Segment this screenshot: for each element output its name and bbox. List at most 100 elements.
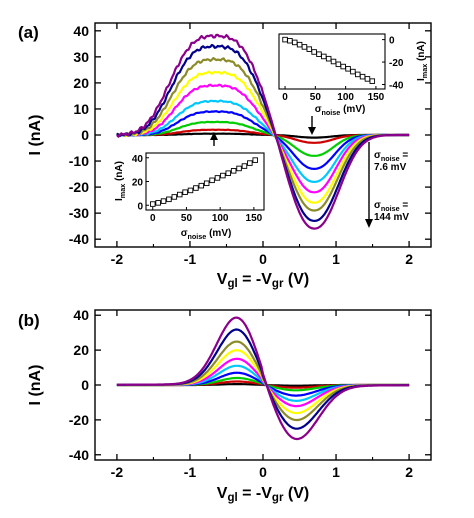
inset-data-point <box>225 170 232 176</box>
x-tick-label: 2 <box>405 251 413 267</box>
inset-data-point <box>364 76 371 82</box>
y-tick-label: -20 <box>69 179 89 195</box>
panel-a-x-axis-label: Vgl = -Vgr (V) <box>217 271 309 290</box>
inset-data-point <box>369 78 376 84</box>
x-tick-label: -2 <box>111 251 124 267</box>
inset-data-point <box>193 185 199 191</box>
series-curve-5 <box>116 99 410 183</box>
inset-bottom-left: 0 50 100 150 40 20 0 σnoise (mV) Imax (nA) <box>114 152 265 241</box>
inset-bottom-left-x-ticks: 0 50 100 150 <box>150 207 263 224</box>
inset-data-point <box>230 168 237 174</box>
arrow-up-head <box>210 132 218 140</box>
series-curve-7 <box>116 349 410 415</box>
inset-data-point <box>287 37 293 44</box>
inset-x-tick-label: 50 <box>310 92 322 103</box>
inset-y-tick-label: 0 <box>137 201 143 212</box>
inset-data-point <box>214 175 221 181</box>
inset-data-point <box>354 71 361 78</box>
panel-a-label: (a) <box>18 23 39 42</box>
panel-a-y-ticks: 40 30 20 10 0 -10 -20 -30 -40 <box>69 23 431 247</box>
annotation-low-noise: σnoise = 7.6 mV <box>374 150 408 173</box>
inset-top-right: 0 50 100 150 0 -20 -40 σnoise (mV) Imax (nA) <box>278 33 429 117</box>
inset-data-point <box>166 196 172 203</box>
inset-data-point <box>296 41 303 48</box>
panel-b-y-ticks: 40 20 0 -20 -40 <box>69 307 431 463</box>
y-tick-label: -40 <box>69 231 89 247</box>
panel-a-x-ticks: -2 -1 0 1 2 <box>111 23 413 267</box>
panel-b-x-axis-label: Vgl = -Vgr (V) <box>217 485 309 504</box>
series-curve-8 <box>116 57 410 212</box>
inset-y-tick-label: -40 <box>389 81 404 92</box>
inset-x-tick-label: 0 <box>150 213 156 224</box>
inset-data-point <box>220 172 226 179</box>
inset-data-point <box>282 36 288 43</box>
panel-b-x-ticks: -2 -1 0 1 2 <box>111 310 413 480</box>
inset-data-point <box>345 66 351 72</box>
arrow-range-head <box>365 219 373 228</box>
inset-bottom-left-y-label: Imax (nA) <box>114 161 127 201</box>
x-tick-label: 0 <box>259 464 267 480</box>
inset-data-point <box>209 177 215 184</box>
inset-x-tick-label: 150 <box>368 92 385 103</box>
x-tick-label: 2 <box>405 464 413 480</box>
x-tick-label: -2 <box>111 464 124 480</box>
inset-data-point <box>291 39 298 46</box>
y-tick-label: -30 <box>69 205 89 221</box>
inset-top-right-points <box>282 36 376 84</box>
panel-b: (b) -2 -1 0 1 2 40 20 0 -20 -40 I (nA) Vgl = -Vg… <box>18 307 432 504</box>
y-tick-label: 30 <box>73 49 89 65</box>
inset-data-point <box>359 73 366 80</box>
inset-x-tick-label: 150 <box>246 213 263 224</box>
inset-data-point <box>203 180 210 187</box>
inset-bottom-left-y-ticks: 40 20 0 <box>132 154 149 212</box>
inset-top-right-y-label: Imax (nA) <box>416 41 429 81</box>
y-tick-label: -20 <box>69 412 89 428</box>
series-curve-6 <box>116 357 410 408</box>
inset-x-tick-label: 50 <box>181 213 193 224</box>
inset-data-point <box>171 194 178 200</box>
series-curve-10 <box>116 33 410 230</box>
series-curve-10 <box>116 316 410 441</box>
panel-b-label: (b) <box>18 311 40 330</box>
inset-top-right-x-label: σnoise (mV) <box>315 104 366 117</box>
inset-data-point <box>340 63 346 70</box>
y-tick-label: 20 <box>73 75 89 91</box>
inset-y-tick-label: 20 <box>132 178 144 189</box>
arrow-down-head <box>308 127 316 135</box>
series-curve-6 <box>116 83 410 194</box>
inset-data-point <box>241 163 248 169</box>
inset-top-right-x-ticks: 0 50 100 150 <box>282 86 385 103</box>
inset-data-point <box>155 200 161 206</box>
panel-b-curves <box>116 316 410 441</box>
inset-top-right-y-ticks: 0 -20 -40 <box>382 36 404 92</box>
y-tick-label: 40 <box>73 23 89 39</box>
inset-data-point <box>176 191 183 198</box>
annotation-high-noise: σnoise = 144 mV <box>374 200 409 223</box>
inset-bottom-left-x-label: σnoise (mV) <box>181 228 232 241</box>
series-curve-7 <box>116 70 410 204</box>
inset-data-point <box>316 51 322 57</box>
y-tick-label: 0 <box>81 127 89 143</box>
inset-data-point <box>306 46 313 52</box>
inset-data-point <box>149 201 156 207</box>
inset-data-point <box>236 165 242 172</box>
inset-data-point <box>160 198 167 204</box>
inset-data-point <box>330 58 337 65</box>
x-tick-label: 1 <box>332 251 340 267</box>
inset-data-point <box>252 157 258 163</box>
y-tick-label: -40 <box>69 447 89 463</box>
y-tick-label: 0 <box>81 377 89 393</box>
inset-data-point <box>350 68 356 75</box>
y-tick-label: 10 <box>73 101 89 117</box>
inset-y-tick-label: 40 <box>132 154 144 165</box>
inset-data-point <box>301 44 308 50</box>
inset-data-point <box>325 55 332 62</box>
inset-x-tick-label: 0 <box>282 92 288 103</box>
y-tick-label: -10 <box>69 153 89 169</box>
inset-data-point <box>247 160 253 166</box>
inset-data-point <box>187 187 194 194</box>
y-tick-label: 20 <box>73 342 89 358</box>
inset-data-point <box>335 61 342 68</box>
